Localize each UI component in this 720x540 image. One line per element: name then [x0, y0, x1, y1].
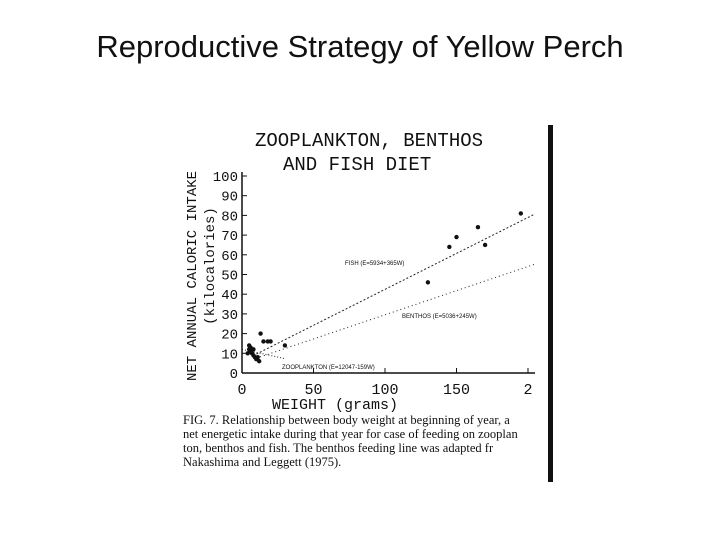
point — [268, 339, 273, 344]
y-tick-label: 50 — [221, 269, 238, 285]
fit-line — [256, 213, 535, 355]
point — [261, 339, 266, 344]
fit-line — [241, 348, 286, 360]
point — [256, 358, 262, 364]
caption-line: Nakashima and Leggett (1975). — [183, 455, 341, 469]
line-label: BENTHOS (E=5036+245W) — [402, 314, 477, 320]
point — [518, 211, 524, 216]
y-tick-label: 100 — [213, 170, 238, 186]
y-tick-label: 90 — [221, 190, 238, 206]
point — [255, 355, 260, 360]
y-tick-label: 20 — [221, 328, 238, 344]
point — [482, 242, 488, 248]
y-tick-label: 10 — [221, 347, 238, 363]
caption: FIG. 7. Relationship between body weight… — [183, 413, 518, 469]
point — [251, 347, 256, 352]
slide-title: Reproductive Strategy of Yellow Perch — [96, 29, 623, 64]
y-axis-label: NET ANNUAL CALORIC INTAKE — [185, 171, 201, 381]
line-label: FISH (E=5934+365W) — [345, 261, 404, 267]
x-tick-label: 150 — [443, 382, 470, 399]
point — [258, 331, 263, 336]
x-axis-label: WEIGHT (grams) — [272, 397, 398, 414]
caption-line: FIG. 7. Relationship between body weight… — [183, 413, 510, 427]
fit-line — [256, 263, 535, 359]
y-tick-label: 40 — [221, 288, 238, 304]
y-tick-label: 70 — [221, 229, 238, 245]
chart-title: AND FISH DIET — [283, 154, 431, 176]
point — [447, 244, 452, 250]
point — [425, 280, 431, 285]
scan-edge — [548, 125, 553, 482]
point — [454, 234, 459, 240]
point — [282, 343, 288, 348]
y-tick-label: 60 — [221, 249, 238, 265]
caption-line: ton, benthos and fish. The benthos feedi… — [183, 441, 494, 455]
x-tick-label: 2 — [523, 382, 532, 399]
y-axis-label: (kilocalories) — [203, 207, 219, 325]
x-tick-label: 0 — [237, 382, 246, 399]
y-tick-label: 0 — [230, 367, 238, 383]
x-tick-label: 100 — [371, 382, 398, 399]
chart-title: ZOOPLANKTON, BENTHOS — [255, 130, 483, 152]
line-label: ZOOPLANKTON (E=12047-159W) — [282, 365, 375, 371]
y-tick-label: 80 — [221, 209, 238, 225]
x-tick-label: 50 — [304, 382, 322, 399]
point — [475, 225, 481, 230]
caption-line: net energetic intake during that year fo… — [183, 427, 518, 441]
y-tick-label: 30 — [221, 308, 238, 324]
